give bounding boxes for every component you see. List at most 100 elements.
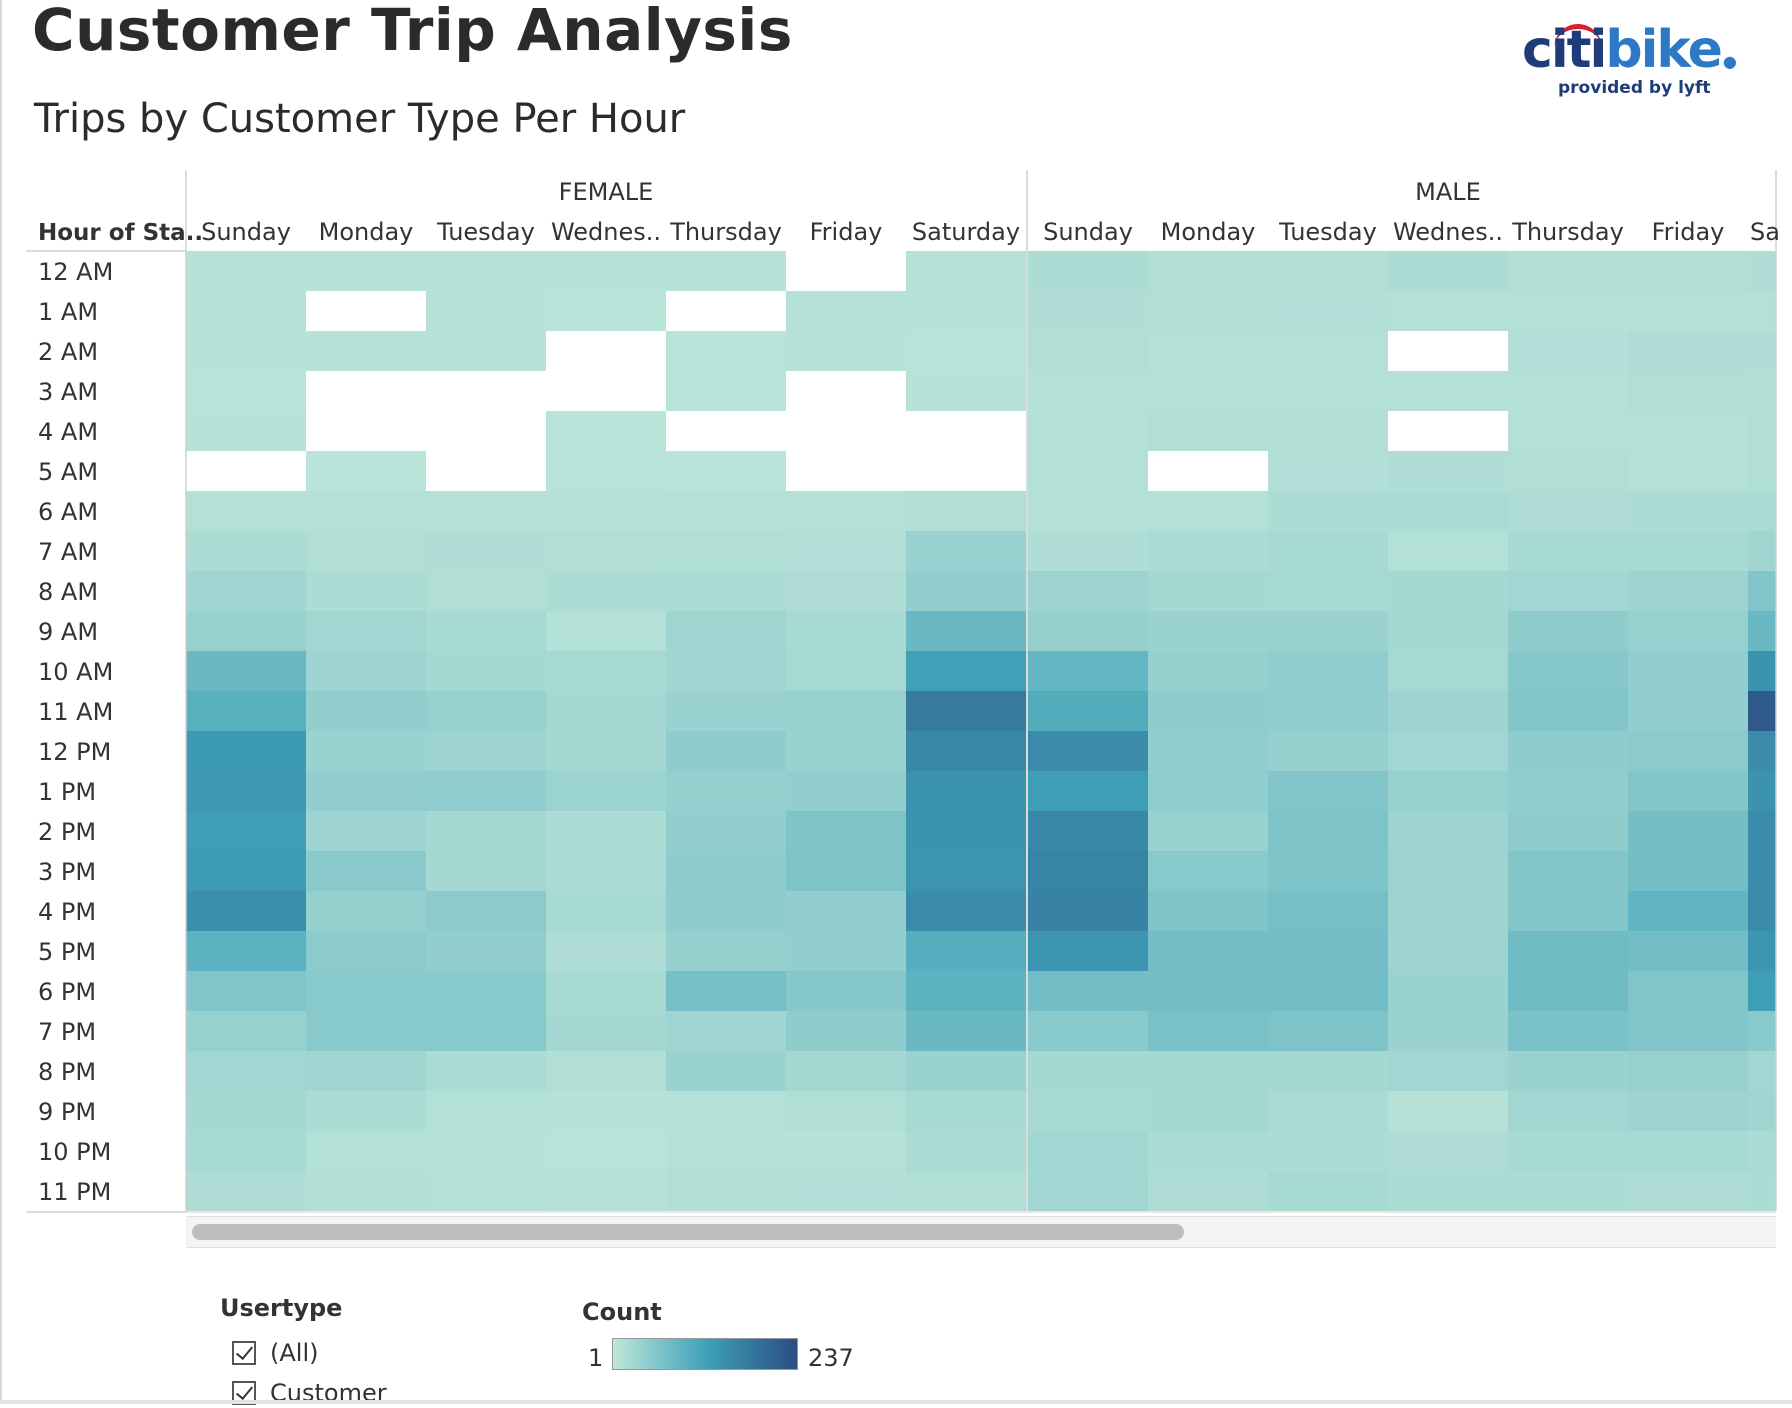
female-heatmap-cell[interactable] xyxy=(786,691,906,731)
female-heatmap-cell[interactable] xyxy=(666,251,786,291)
male-heatmap-cell[interactable] xyxy=(1268,371,1388,411)
male-heatmap-cell[interactable] xyxy=(1628,691,1748,731)
male-heatmap-cell[interactable] xyxy=(1388,971,1508,1011)
male-heatmap-cell[interactable] xyxy=(1148,531,1268,571)
female-heatmap-cell[interactable] xyxy=(906,491,1026,531)
male-heatmap-cell[interactable] xyxy=(1028,731,1148,771)
male-heatmap-cell[interactable] xyxy=(1148,491,1268,531)
male-heatmap-cell[interactable] xyxy=(1268,1051,1388,1091)
male-heatmap-cell[interactable] xyxy=(1148,1131,1268,1171)
male-heatmap-cell[interactable] xyxy=(1748,931,1792,971)
male-heatmap-cell[interactable] xyxy=(1148,371,1268,411)
male-heatmap-cell[interactable] xyxy=(1748,451,1792,491)
male-heatmap-cell[interactable] xyxy=(1148,931,1268,971)
male-heatmap-cell[interactable] xyxy=(1388,1051,1508,1091)
male-heatmap-cell[interactable] xyxy=(1508,731,1628,771)
female-heatmap-cell[interactable] xyxy=(306,891,426,931)
male-heatmap-cell[interactable] xyxy=(1748,571,1792,611)
male-heatmap-cell[interactable] xyxy=(1508,1051,1628,1091)
female-heatmap-cell[interactable] xyxy=(546,611,666,651)
male-heatmap-cell[interactable] xyxy=(1268,1131,1388,1171)
male-heatmap-cell[interactable] xyxy=(1508,611,1628,651)
male-heatmap-cell[interactable] xyxy=(1628,491,1748,531)
female-heatmap-cell[interactable] xyxy=(426,931,546,971)
female-heatmap-cell[interactable] xyxy=(546,451,666,491)
female-heatmap-cell[interactable] xyxy=(306,1051,426,1091)
female-heatmap-cell[interactable] xyxy=(906,651,1026,691)
male-heatmap-cell[interactable] xyxy=(1268,931,1388,971)
female-heatmap-cell[interactable] xyxy=(426,851,546,891)
female-heatmap-cell[interactable] xyxy=(786,571,906,611)
female-heatmap-cell[interactable] xyxy=(306,771,426,811)
male-heatmap-cell[interactable] xyxy=(1388,731,1508,771)
male-heatmap-cell[interactable] xyxy=(1148,411,1268,451)
female-heatmap-cell[interactable] xyxy=(666,611,786,651)
female-heatmap-cell[interactable] xyxy=(306,531,426,571)
male-heatmap-cell[interactable] xyxy=(1388,251,1508,291)
female-heatmap-cell[interactable] xyxy=(786,651,906,691)
female-heatmap-cell[interactable] xyxy=(306,1091,426,1131)
male-heatmap-cell[interactable] xyxy=(1748,291,1792,331)
male-heatmap-cell[interactable] xyxy=(1748,491,1792,531)
female-heatmap-cell[interactable] xyxy=(306,971,426,1011)
female-heatmap-cell[interactable] xyxy=(666,1131,786,1171)
female-heatmap-cell[interactable] xyxy=(906,611,1026,651)
male-heatmap-cell[interactable] xyxy=(1388,651,1508,691)
male-heatmap-cell[interactable] xyxy=(1388,451,1508,491)
male-heatmap-cell[interactable] xyxy=(1748,851,1792,891)
female-heatmap-cell[interactable] xyxy=(786,291,906,331)
male-heatmap-cell[interactable] xyxy=(1388,571,1508,611)
female-heatmap-cell[interactable] xyxy=(306,331,426,371)
female-heatmap-cell[interactable] xyxy=(186,611,306,651)
horizontal-scrollbar-thumb[interactable] xyxy=(192,1224,1184,1240)
male-heatmap-cell[interactable] xyxy=(1628,931,1748,971)
male-heatmap-cell[interactable] xyxy=(1028,411,1148,451)
female-heatmap-cell[interactable] xyxy=(546,1091,666,1131)
male-heatmap-cell[interactable] xyxy=(1508,491,1628,531)
male-heatmap-cell[interactable] xyxy=(1628,1091,1748,1131)
female-heatmap-cell[interactable] xyxy=(306,851,426,891)
male-heatmap-cell[interactable] xyxy=(1508,1171,1628,1211)
male-heatmap-cell[interactable] xyxy=(1028,851,1148,891)
male-heatmap-cell[interactable] xyxy=(1748,331,1792,371)
male-heatmap-cell[interactable] xyxy=(1148,251,1268,291)
female-heatmap-cell[interactable] xyxy=(546,251,666,291)
male-heatmap-cell[interactable] xyxy=(1388,891,1508,931)
male-heatmap-cell[interactable] xyxy=(1628,571,1748,611)
male-heatmap-cell[interactable] xyxy=(1028,651,1148,691)
male-heatmap-cell[interactable] xyxy=(1388,771,1508,811)
female-heatmap-cell[interactable] xyxy=(786,1091,906,1131)
male-heatmap-cell[interactable] xyxy=(1148,1091,1268,1131)
male-heatmap-cell[interactable] xyxy=(1268,491,1388,531)
female-heatmap-cell[interactable] xyxy=(186,1051,306,1091)
male-heatmap-cell[interactable] xyxy=(1628,451,1748,491)
male-heatmap-cell[interactable] xyxy=(1268,291,1388,331)
male-heatmap-cell[interactable] xyxy=(1628,1131,1748,1171)
female-heatmap-cell[interactable] xyxy=(426,531,546,571)
female-heatmap-cell[interactable] xyxy=(426,571,546,611)
female-heatmap-cell[interactable] xyxy=(906,1051,1026,1091)
female-heatmap-cell[interactable] xyxy=(906,251,1026,291)
male-heatmap-cell[interactable] xyxy=(1388,531,1508,571)
female-heatmap-cell[interactable] xyxy=(666,571,786,611)
female-heatmap-cell[interactable] xyxy=(186,1091,306,1131)
male-heatmap-cell[interactable] xyxy=(1028,971,1148,1011)
female-heatmap-cell[interactable] xyxy=(906,971,1026,1011)
female-heatmap-cell[interactable] xyxy=(666,1091,786,1131)
female-heatmap-cell[interactable] xyxy=(306,251,426,291)
male-heatmap-cell[interactable] xyxy=(1748,1091,1792,1131)
female-heatmap-cell[interactable] xyxy=(666,1011,786,1051)
female-heatmap-cell[interactable] xyxy=(306,691,426,731)
male-heatmap-cell[interactable] xyxy=(1268,1091,1388,1131)
female-heatmap-cell[interactable] xyxy=(186,531,306,571)
female-heatmap-cell[interactable] xyxy=(426,251,546,291)
female-heatmap-cell[interactable] xyxy=(426,1091,546,1131)
female-heatmap-cell[interactable] xyxy=(186,971,306,1011)
male-heatmap-cell[interactable] xyxy=(1268,971,1388,1011)
male-heatmap-cell[interactable] xyxy=(1748,611,1792,651)
male-heatmap-cell[interactable] xyxy=(1388,291,1508,331)
female-heatmap-cell[interactable] xyxy=(666,491,786,531)
male-heatmap-cell[interactable] xyxy=(1028,531,1148,571)
female-heatmap-cell[interactable] xyxy=(546,931,666,971)
female-heatmap-cell[interactable] xyxy=(666,771,786,811)
